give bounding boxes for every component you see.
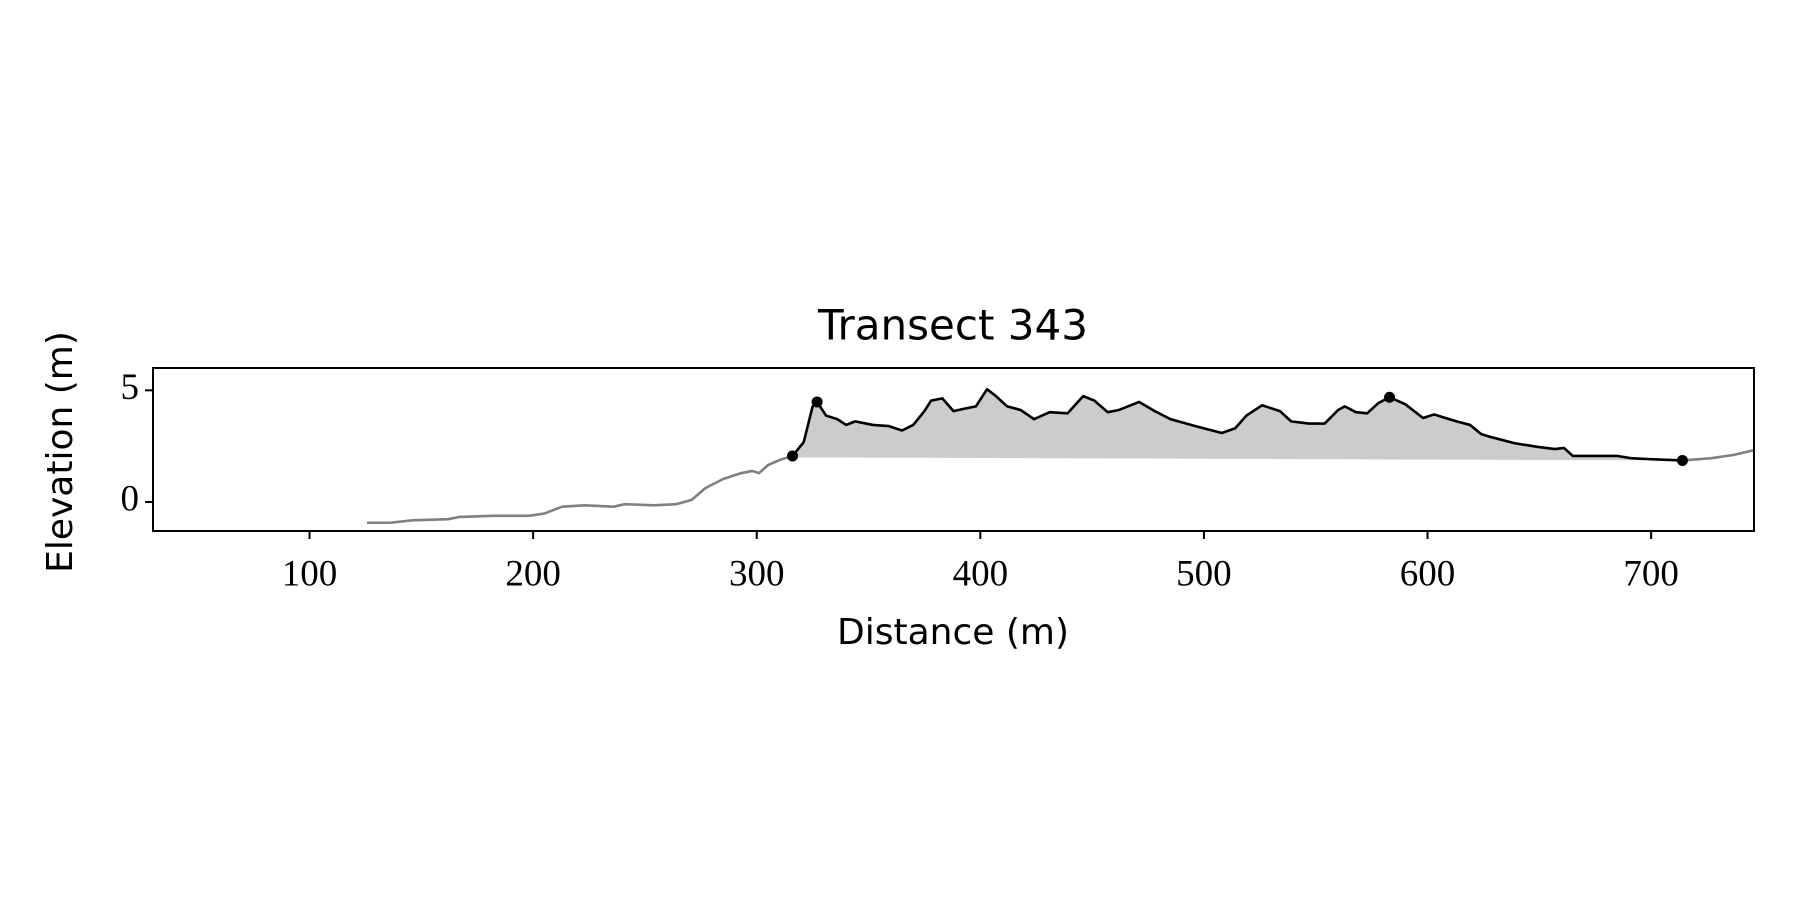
marker <box>1384 391 1396 403</box>
x-tick-label: 300 <box>729 553 785 594</box>
axes-frame <box>152 367 1755 532</box>
x-tick-label: 400 <box>953 553 1009 594</box>
x-tick-label: 600 <box>1400 553 1456 594</box>
plot-area <box>366 387 1754 525</box>
chart-title: Transect 343 <box>817 301 1088 350</box>
y-axis-label: Elevation (m) <box>40 331 81 573</box>
marker <box>811 396 823 408</box>
marker <box>1676 454 1688 466</box>
profile-line <box>366 454 793 525</box>
x-tick-label: 700 <box>1623 553 1679 594</box>
profile-line <box>791 387 1683 462</box>
marker <box>787 450 799 462</box>
profile-line <box>1682 448 1754 462</box>
x-axis-label: Distance (m) <box>837 612 1069 653</box>
x-tick-label: 100 <box>282 553 338 594</box>
y-tick-label: 5 <box>121 367 140 408</box>
x-tick-label: 200 <box>505 553 561 594</box>
y-tick-label: 0 <box>121 478 140 519</box>
x-tick-label: 500 <box>1176 553 1232 594</box>
fill-area <box>792 389 1683 461</box>
